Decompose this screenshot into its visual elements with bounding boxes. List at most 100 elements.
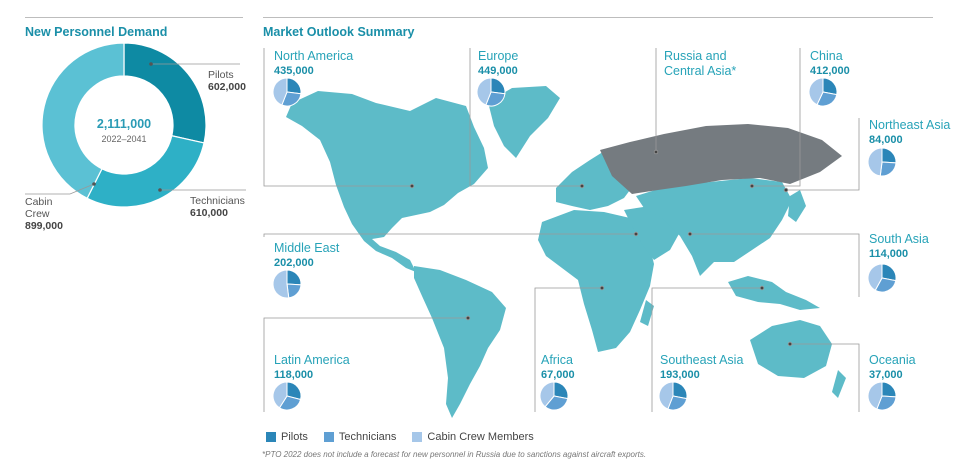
pie-slice-northeast-asia-2 [867,147,883,177]
legend-label-cabin-crew: Cabin Crew Members [427,431,534,443]
donut-label-pilots-0: Pilots [208,69,234,81]
connector-dot-latin-america [465,315,471,321]
legend-label-pilots: Pilots [281,431,308,443]
connector-dot-africa [599,285,605,291]
land-russia [600,124,842,194]
pie-slice-africa-1 [544,395,569,411]
region-connectors [263,48,860,412]
region-total-china: 412,000 [810,65,850,77]
connector-dot-middle-east [633,231,639,237]
connector-dot-northeast-asia [783,187,789,193]
region-total-latin-america: 118,000 [274,369,313,381]
land-greenland [488,86,560,158]
legend-label-technicians: Technicians [338,431,397,443]
donut-value-technicians: 610,000 [190,207,228,219]
donut-slice-technicians [86,135,205,208]
donut-label-cabin-crew-1: Crew [25,208,50,220]
legend-item-pilots: Pilots [266,431,308,443]
connector-oceania [790,343,860,412]
region-name-middle-east: Middle East [274,241,340,255]
region-total-southeast-asia: 193,000 [660,369,700,381]
donut-slice-cabin-crew [41,42,125,200]
donut-value-cabin-crew: 899,000 [25,220,63,232]
pie-slice-europe-2 [476,77,492,106]
region-name-south-asia: South Asia [869,232,929,246]
region-total-north-america: 435,000 [274,65,314,77]
land-asia [636,178,792,276]
pie-slice-middle-east-0 [286,269,302,286]
region-total-africa: 67,000 [541,369,575,381]
donut-callout-dot-pilots [149,62,153,66]
market-outlook-title: Market Outlook Summary [263,25,415,39]
connector-china [752,48,801,187]
pie-slice-south-asia-2 [867,263,883,291]
land-new-zealand [832,370,846,398]
pie-slice-latin-america-2 [272,381,288,409]
donut-value-pilots: 602,000 [208,81,246,93]
connector-dot-europe [579,183,585,189]
region-name-northeast-asia: Northeast Asia [869,118,950,132]
land-japan [788,190,806,222]
pie-slice-north-america-2 [272,77,288,106]
connector-southeast-asia [651,287,762,412]
region-name-europe: Europe [478,49,518,63]
region-name-russia-and-central-asia-line1: Russia and [664,49,727,63]
region-name-china: China [810,49,843,63]
connector-europe [469,48,582,187]
legend-item-cabin-crew: Cabin Crew Members [412,431,534,443]
pie-slice-europe-0 [490,77,506,95]
connector-dot-south-asia [687,231,693,237]
connector-dot-russia-and-central-asia [653,149,659,155]
region-total-europe: 449,000 [478,65,518,77]
land-southeast-asia [728,276,820,310]
pie-slice-northeast-asia-0 [881,147,897,164]
donut-label-technicians-0: Technicians [190,195,245,207]
donut-callout-dot-technicians [158,188,162,192]
region-total-south-asia: 114,000 [869,248,908,260]
donut-callout-cabin-crew [25,183,95,195]
new-personnel-demand-title: New Personnel Demand [25,25,168,39]
connector-dot-china [749,183,755,189]
footnote: *PTO 2022 does not include a forecast fo… [262,450,647,459]
pie-slice-southeast-asia-2 [658,381,674,410]
connector-south-asia [690,233,860,297]
region-total-oceania: 37,000 [869,369,903,381]
connector-northeast-asia [786,118,860,191]
connector-latin-america [263,317,468,412]
legend-swatch-technicians [323,432,334,442]
legend-item-technicians: Technicians [323,431,397,443]
region-name-russia-and-central-asia-line2: Central Asia* [664,64,736,78]
land-north-america [286,91,488,272]
land-latin-america [414,266,506,418]
pie-slice-north-america-0 [286,77,302,95]
pie-slice-latin-america-1 [278,395,302,411]
right-title-rule [263,17,933,18]
world-map [286,86,846,418]
donut-callout-dot-cabin-crew [92,182,96,186]
region-name-southeast-asia: Southeast Asia [660,353,743,367]
region-name-latin-america: Latin America [274,353,350,367]
region-name-africa: Africa [541,353,573,367]
connector-africa [534,287,602,412]
legend-swatch-pilots [266,432,276,442]
region-name-oceania: Oceania [869,353,916,367]
connector-dot-oceania [787,341,793,347]
region-total-middle-east: 202,000 [274,257,314,269]
pie-slice-china-2 [808,77,824,106]
pie-slice-middle-east-1 [286,283,302,299]
left-title-rule [25,17,243,18]
donut-center-years: 2022–2041 [101,134,146,144]
donut-center-total: 2,111,000 [97,117,151,131]
connector-dot-southeast-asia [759,285,765,291]
connector-middle-east [263,233,636,237]
legend-swatch-cabin-crew [412,432,423,442]
pie-slice-middle-east-2 [272,269,290,299]
donut-label-cabin-crew-0: Cabin [25,196,53,208]
legend: Pilots Technicians Cabin Crew Members [266,431,534,443]
land-africa [538,210,654,352]
pie-slice-africa-2 [539,381,555,408]
pie-slice-oceania-2 [867,381,883,410]
region-name-north-america: North America [274,49,353,63]
